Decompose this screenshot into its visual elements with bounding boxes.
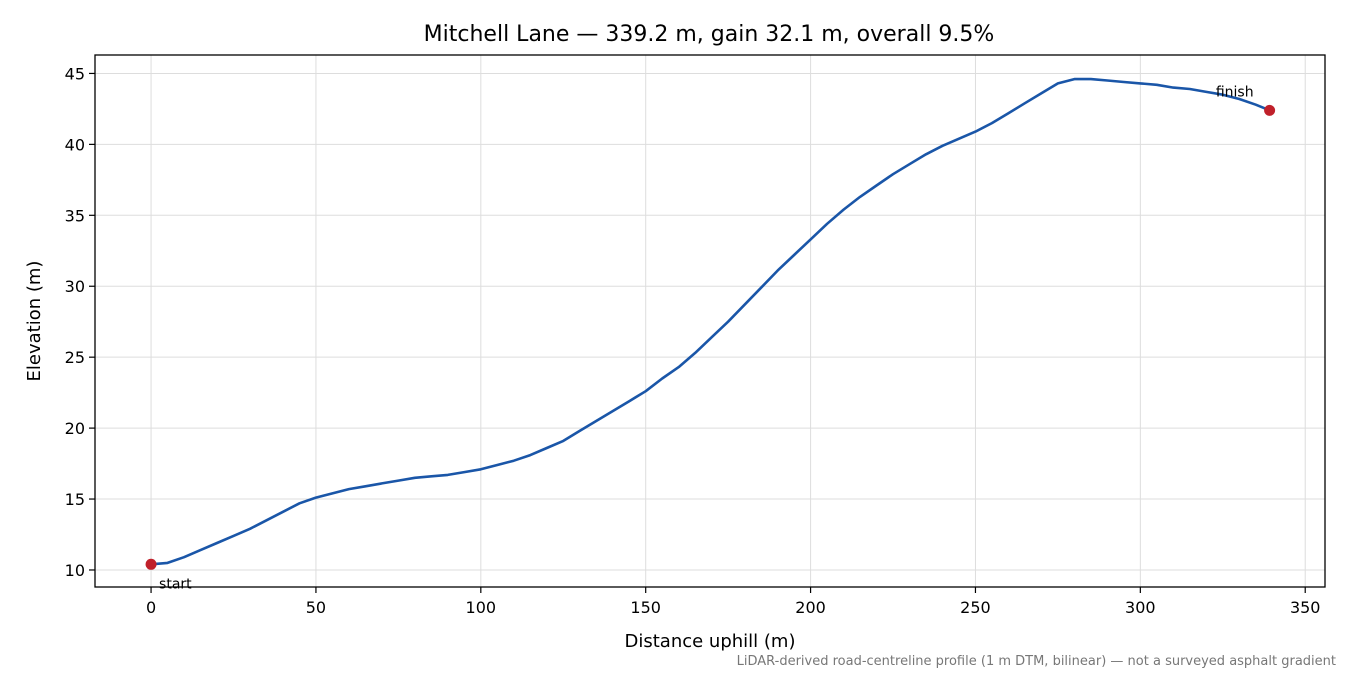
plot-frame bbox=[94, 54, 1326, 588]
y-tick-label: 45 bbox=[65, 64, 85, 83]
plot-area: start finish bbox=[145, 77, 1276, 592]
x-axis-label: Distance uphill (m) bbox=[625, 631, 796, 652]
x-tick-label: 350 bbox=[1290, 598, 1321, 617]
y-tick-label: 30 bbox=[65, 277, 85, 296]
y-tick-label: 35 bbox=[65, 206, 85, 225]
x-tick-label: 250 bbox=[960, 598, 991, 617]
start-label: start bbox=[159, 576, 192, 592]
finish-label: finish bbox=[1216, 84, 1254, 100]
y-axis-label: Elevation (m) bbox=[24, 261, 45, 382]
x-axis: 0 50 100 150 200 250 300 350 bbox=[146, 587, 1321, 617]
x-tick-label: 200 bbox=[795, 598, 826, 617]
elevation-line bbox=[150, 77, 1271, 566]
x-tick-label: 100 bbox=[466, 598, 497, 617]
grid bbox=[95, 55, 1325, 587]
finish-marker bbox=[1264, 104, 1276, 116]
y-tick-label: 40 bbox=[65, 135, 85, 154]
chart-title: Mitchell Lane — 339.2 m, gain 32.1 m, ov… bbox=[424, 22, 995, 47]
y-tick-label: 20 bbox=[65, 419, 85, 438]
footnote: LiDAR-derived road-centreline profile (1… bbox=[737, 654, 1336, 669]
x-tick-label: 50 bbox=[306, 598, 326, 617]
y-tick-label: 25 bbox=[65, 348, 85, 367]
x-tick-label: 150 bbox=[630, 598, 661, 617]
x-tick-label: 300 bbox=[1125, 598, 1156, 617]
start-marker bbox=[145, 558, 157, 570]
y-tick-label: 10 bbox=[65, 561, 85, 580]
x-tick-label: 0 bbox=[146, 598, 156, 617]
y-tick-label: 15 bbox=[65, 490, 85, 509]
y-axis: 10 15 20 25 30 35 40 45 bbox=[65, 64, 95, 580]
